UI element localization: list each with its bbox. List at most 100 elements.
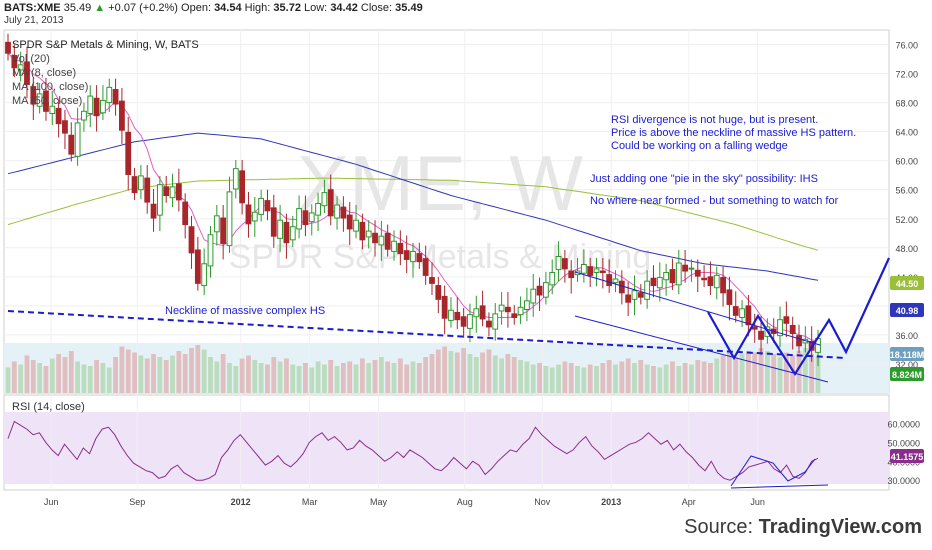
volume-bar <box>473 357 479 393</box>
note-neckline-label: Neckline of massive complex HS <box>165 305 325 317</box>
candle-body <box>264 200 271 212</box>
source-credit: Source: TradingView.com <box>684 516 922 539</box>
price-tick-label: 36.00 <box>895 331 918 341</box>
candle-body <box>24 61 30 85</box>
volume-bar <box>708 363 713 393</box>
volume-bar <box>68 351 74 393</box>
candle-body <box>112 89 119 105</box>
open-value: 34.54 <box>214 2 242 14</box>
volume-bar <box>809 354 815 393</box>
volume-bar <box>499 358 504 393</box>
volume-bar <box>246 355 251 393</box>
volume-bar <box>568 363 574 393</box>
candle-body <box>175 183 182 201</box>
high-label: High: <box>244 2 271 14</box>
up-arrow-icon: ▲ <box>94 2 106 14</box>
volume-bar <box>651 366 656 393</box>
volume-bar <box>132 352 137 393</box>
volume-bar <box>480 352 486 393</box>
candle-body <box>580 263 587 274</box>
candle-body <box>745 305 752 326</box>
volume-bar <box>543 366 549 393</box>
candle-body <box>479 305 486 320</box>
note-ihs: Just adding one "pie in the sky" possibi… <box>590 173 818 185</box>
volume-bar <box>556 364 561 393</box>
volume-bar <box>391 363 397 393</box>
candle-body <box>618 280 625 294</box>
candle-body <box>688 267 695 270</box>
candle-body <box>606 274 613 287</box>
candle-body <box>555 256 562 271</box>
rsi-line <box>7 420 819 481</box>
volume-bar <box>340 363 346 393</box>
candle-body <box>561 258 568 270</box>
volume-bar <box>676 366 682 393</box>
candle-body <box>277 219 284 239</box>
candle-body <box>289 226 296 241</box>
candle-body <box>68 134 75 155</box>
volume-bar <box>87 366 93 393</box>
candle-body <box>732 306 739 316</box>
high-value: 35.72 <box>273 2 301 14</box>
candle-body <box>359 221 366 241</box>
candle-body <box>251 211 258 222</box>
volume-bar <box>562 361 568 393</box>
badge-ma50-bg <box>890 303 924 317</box>
candle-body <box>11 54 18 69</box>
volume-bar <box>233 366 239 393</box>
price-tick-label: 60.00 <box>895 157 918 167</box>
candle-body <box>669 269 676 284</box>
candle-body <box>783 316 790 324</box>
low-label: Low: <box>304 2 328 14</box>
volume-bar <box>486 349 492 393</box>
candle-body <box>467 314 473 329</box>
volume-bar <box>410 361 416 393</box>
volume-bar <box>195 345 201 393</box>
volume-bar <box>277 361 283 393</box>
time-tick-label: 2013 <box>601 497 621 507</box>
volume-bar <box>448 351 454 393</box>
close-label: Close: <box>360 2 393 14</box>
candle-body <box>296 208 302 230</box>
time-tick-label: Sep <box>129 497 145 507</box>
candle-body <box>505 306 511 313</box>
volume-bar <box>5 367 11 393</box>
candle-body <box>106 86 113 104</box>
volume-bar <box>385 361 391 393</box>
close-value: 35.49 <box>395 2 423 14</box>
badge-volume: 18.118M <box>890 350 925 360</box>
badge-ma100: 44.50 <box>896 279 919 289</box>
candle-body <box>334 204 340 219</box>
volume-bar <box>423 357 429 393</box>
candle-body <box>549 271 556 286</box>
candle-body <box>707 276 714 287</box>
volume-bar <box>315 361 321 393</box>
candle-body <box>682 264 689 272</box>
legend-ma100: MA (100, close) <box>12 81 88 93</box>
open-label: Open: <box>181 2 211 14</box>
volume-bar <box>505 354 511 393</box>
rsi-tick-label: 30.0000 <box>887 476 920 486</box>
volume-bar <box>733 357 739 393</box>
note-wedge: Could be working on a falling wedge <box>611 140 788 152</box>
volume-bar <box>201 349 207 393</box>
candle-body <box>353 219 359 232</box>
volume-bar <box>670 361 675 393</box>
candle-body <box>713 274 720 289</box>
price-tick-label: 64.00 <box>895 128 918 138</box>
volume-bar <box>265 364 270 393</box>
volume-bar <box>81 364 87 393</box>
volume-bar <box>182 354 188 393</box>
candle-body <box>568 270 575 279</box>
volume-bar <box>75 361 81 393</box>
time-tick-label: Nov <box>534 497 551 507</box>
price-tick-label: 72.00 <box>895 70 918 80</box>
price-tick-label: 48.00 <box>895 244 918 254</box>
volume-bar <box>518 360 523 393</box>
volume-bar <box>524 361 530 393</box>
candle-body <box>93 97 100 117</box>
candle-body <box>751 326 758 330</box>
volume-bar <box>144 358 150 393</box>
volume-bar <box>30 360 36 393</box>
